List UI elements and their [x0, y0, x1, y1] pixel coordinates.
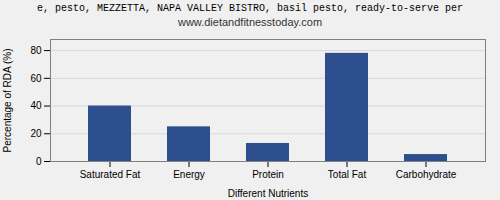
svg-text:20: 20 [30, 128, 42, 139]
svg-text:Protein: Protein [252, 169, 284, 180]
html-text:www.dietandfitnesstoday.com: www.dietandfitnesstoday.com [178, 16, 322, 28]
svg-text:Saturated Fat: Saturated Fat [80, 169, 141, 180]
svg-text:Energy: Energy [173, 169, 205, 180]
svg-text:Carbohydrate: Carbohydrate [396, 169, 457, 180]
svg-text:40: 40 [30, 100, 42, 111]
svg-text:Total Fat: Total Fat [328, 169, 367, 180]
svg-text:0: 0 [36, 156, 42, 167]
svg-text:80: 80 [30, 45, 42, 56]
html-text:e, pesto, MEZZETTA, NAPA VALLE: e, pesto, MEZZETTA, NAPA VALLEY BISTRO, … [37, 3, 463, 14]
svg-text:Different Nutrients: Different Nutrients [228, 188, 308, 199]
svg-text:60: 60 [30, 73, 42, 84]
svg-text:Percentage of RDA (%): Percentage of RDA (%) [2, 49, 13, 153]
